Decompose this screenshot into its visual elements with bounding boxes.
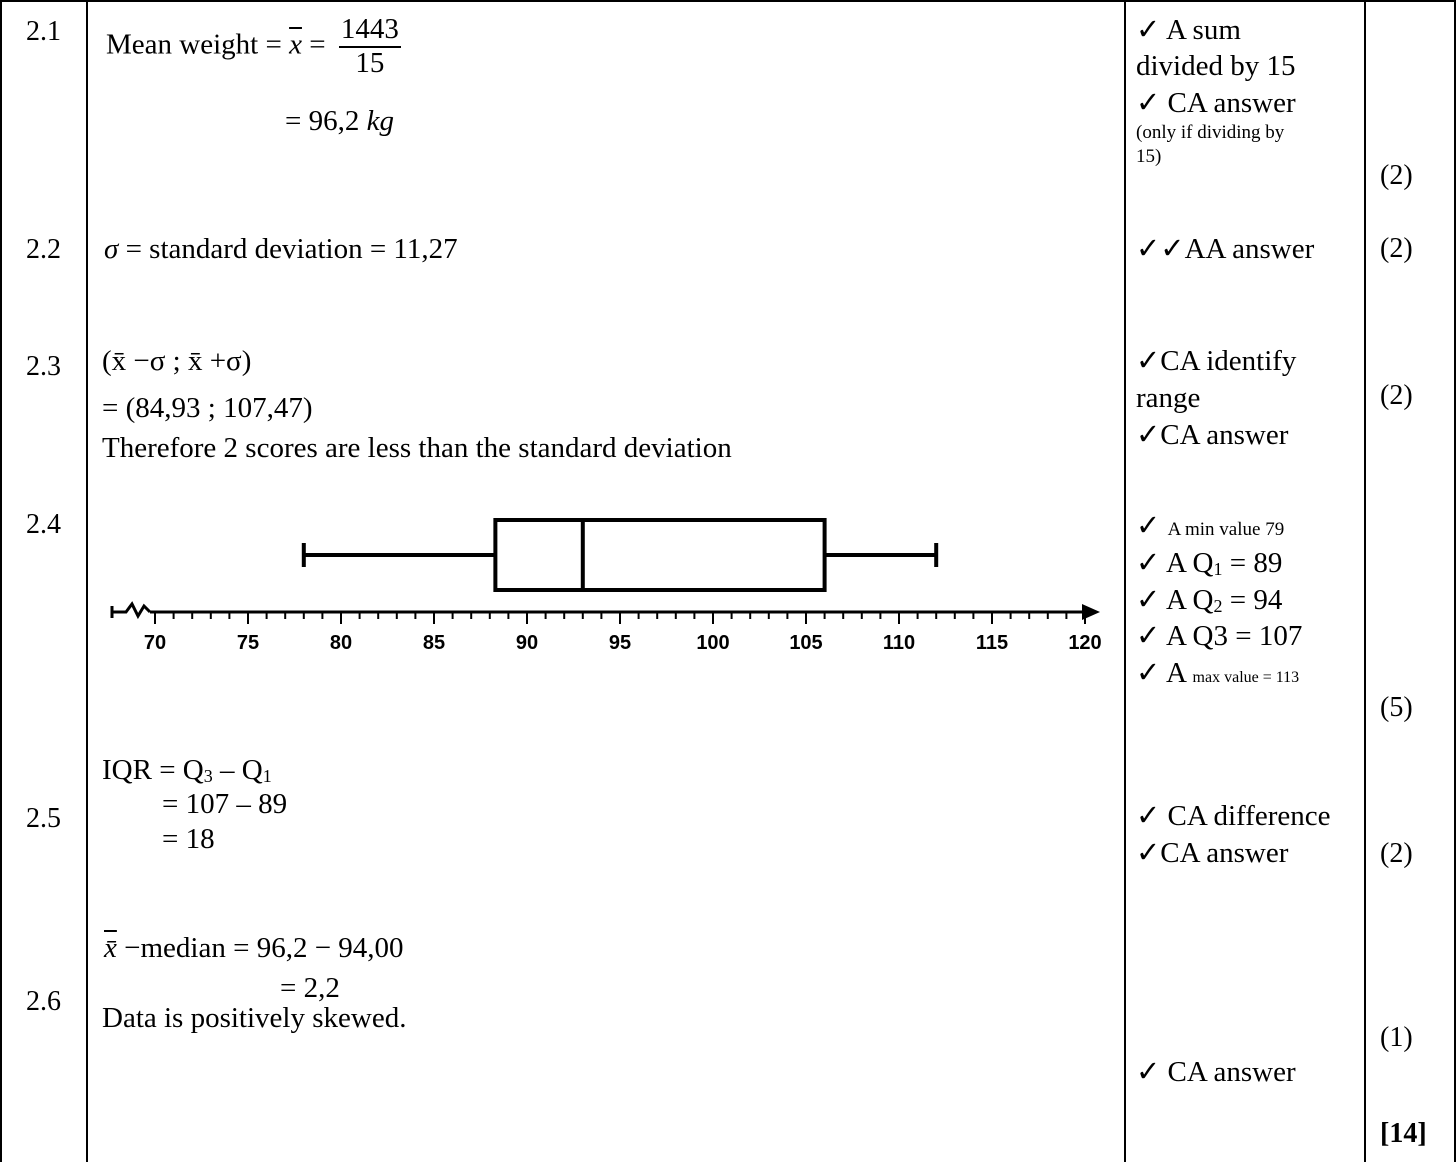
criterion-max: ✓ A max value = 113 <box>1136 655 1302 692</box>
criteria-2-3: ✓CA identify range ✓CA answer <box>1136 343 1296 453</box>
iqr-minus: – Q <box>212 754 263 786</box>
answer-2-5-result: = 18 <box>162 823 215 855</box>
mark-2-3: (2) <box>1380 380 1413 411</box>
q1-subscript: 1 <box>262 766 272 786</box>
q2-value: = 94 <box>1222 583 1283 616</box>
answer-2-1-result: = 96,2 kg <box>285 105 394 138</box>
standard-deviation-text: = standard deviation = 11,27 <box>125 233 458 265</box>
iqr-prefix: IQR = Q <box>102 754 204 786</box>
axis-break <box>110 601 152 620</box>
mark-2-1: (2) <box>1380 160 1413 191</box>
box-q1-q3 <box>493 518 827 592</box>
criteria-2-1: ✓ A sum divided by 15 ✓ CA answer (only … <box>1136 12 1296 168</box>
column-divider-number <box>86 0 88 1162</box>
answer-2-2: σ = standard deviation = 11,27 <box>104 233 458 266</box>
criterion-min-text: A min value 79 <box>1167 519 1285 540</box>
answer-2-6-conclusion: Data is positively skewed. <box>102 1002 407 1034</box>
check-mark: ✓ <box>1136 510 1161 542</box>
axis-tick-label: 95 <box>609 632 631 654</box>
question-number-2-3: 2.3 <box>26 351 61 382</box>
question-number-2-6: 2.6 <box>26 986 61 1017</box>
axis-tick-label: 120 <box>1068 632 1101 654</box>
question-number-2-4: 2.4 <box>26 509 61 540</box>
axis-tick-label: 110 <box>883 632 915 654</box>
axis-tick-label: 75 <box>237 632 259 654</box>
fraction-denominator: 15 <box>355 46 385 79</box>
axis-tick-label: 70 <box>144 632 166 654</box>
criterion-ca-answer: ✓CA answer <box>1136 418 1289 451</box>
column-divider-marks <box>1364 0 1366 1162</box>
axis-arrow <box>1082 604 1100 620</box>
q1-value: = 89 <box>1222 546 1283 579</box>
question-number-2-5: 2.5 <box>26 803 61 834</box>
answer-2-6-difference: x̄ −median = 96,2 − 94,00 <box>104 932 404 965</box>
answer-2-5-difference: = 107 – 89 <box>162 788 288 820</box>
mark-2-5: (2) <box>1380 838 1413 869</box>
axis-tick-label: 115 <box>976 632 1008 654</box>
criterion-identify: ✓CA identify <box>1136 345 1297 377</box>
q2-subscript: 2 <box>1213 595 1223 616</box>
criterion-note: (only if dividing by <box>1136 121 1285 143</box>
q3-subscript: 3 <box>203 766 213 786</box>
answer-2-3-interval: (x̄ −σ ; x̄ +σ) <box>102 345 252 377</box>
question-number-2-1: 2.1 <box>26 16 61 47</box>
fraction-numerator: 1443 <box>338 13 401 48</box>
criterion-q3: ✓ A Q3 = 107 <box>1136 620 1303 653</box>
max-label: ✓ A <box>1136 657 1186 690</box>
criteria-2-4: ✓ A min value 79 ✓ A Q1 = 89 ✓ A Q2 = 94… <box>1136 508 1302 692</box>
median-difference: −median = 96,2 − 94,00 <box>116 932 404 964</box>
answer-2-6-result: = 2,2 <box>280 972 340 1004</box>
criterion-range: range <box>1136 381 1201 414</box>
criterion-ca-answer: ✓CA answer <box>1136 836 1289 869</box>
mark-2-4: (5) <box>1380 692 1413 723</box>
sigma-symbol: σ <box>104 233 119 265</box>
axis-tick-label: 80 <box>330 632 352 654</box>
answer-2-3-values: = (84,93 ; 107,47) <box>102 392 313 424</box>
mark-2-2: (2) <box>1380 233 1413 264</box>
criterion-note-end: 15) <box>1136 145 1162 167</box>
criterion-sum: ✓ A sum <box>1136 14 1241 46</box>
table-border-left <box>0 0 2 1162</box>
mean-fraction: 1443 15 <box>338 13 401 80</box>
xbar-symbol: x̄ <box>104 932 117 964</box>
axis-tick-label: 85 <box>423 632 445 654</box>
q1-subscript: 1 <box>1213 558 1223 579</box>
criteria-2-5: ✓ CA difference ✓CA answer <box>1136 798 1330 872</box>
column-divider-criteria <box>1124 0 1126 1162</box>
answer-2-5-iqr: IQR = Q3 – Q1 <box>102 754 272 787</box>
mean-unit: kg <box>366 105 394 137</box>
criterion-difference: ✓ CA difference <box>1136 800 1331 832</box>
criteria-2-6: ✓ CA answer <box>1136 1056 1296 1088</box>
mean-weight-label: Mean weight <box>106 28 259 61</box>
q1-label: ✓ A Q <box>1136 546 1214 579</box>
table-border-right <box>1454 0 1456 1162</box>
criterion-ca-answer: ✓ CA answer <box>1136 86 1296 119</box>
criterion-q1: ✓ A Q1 = 89 <box>1136 545 1302 582</box>
total-mark: [14] <box>1380 1118 1427 1149</box>
criterion-q2: ✓ A Q2 = 94 <box>1136 582 1302 619</box>
answer-2-3-conclusion: Therefore 2 scores are less than the sta… <box>102 432 732 464</box>
axis-tick-label: 105 <box>789 632 822 654</box>
question-number-2-2: 2.2 <box>26 234 61 265</box>
table-border-top <box>0 0 1456 2</box>
q2-label: ✓ A Q <box>1136 583 1214 616</box>
criterion-min: ✓ A min value 79 <box>1136 508 1302 545</box>
mean-value: = 96,2 <box>285 105 360 137</box>
axis-tick-label: 90 <box>516 632 538 654</box>
max-value: max value = 113 <box>1192 669 1300 687</box>
answer-2-1-mean: Mean weight = x = 1443 15 <box>106 13 401 80</box>
mean-symbol: = x = <box>265 28 333 61</box>
axis-tick-label: 100 <box>696 632 729 654</box>
box-plot: 70 75 80 85 90 95 100 105 110 115 120 <box>110 518 1102 654</box>
criterion-divided: divided by 15 <box>1136 50 1296 83</box>
mark-2-6: (1) <box>1380 1022 1413 1053</box>
criteria-2-2: ✓✓AA answer <box>1136 233 1315 265</box>
